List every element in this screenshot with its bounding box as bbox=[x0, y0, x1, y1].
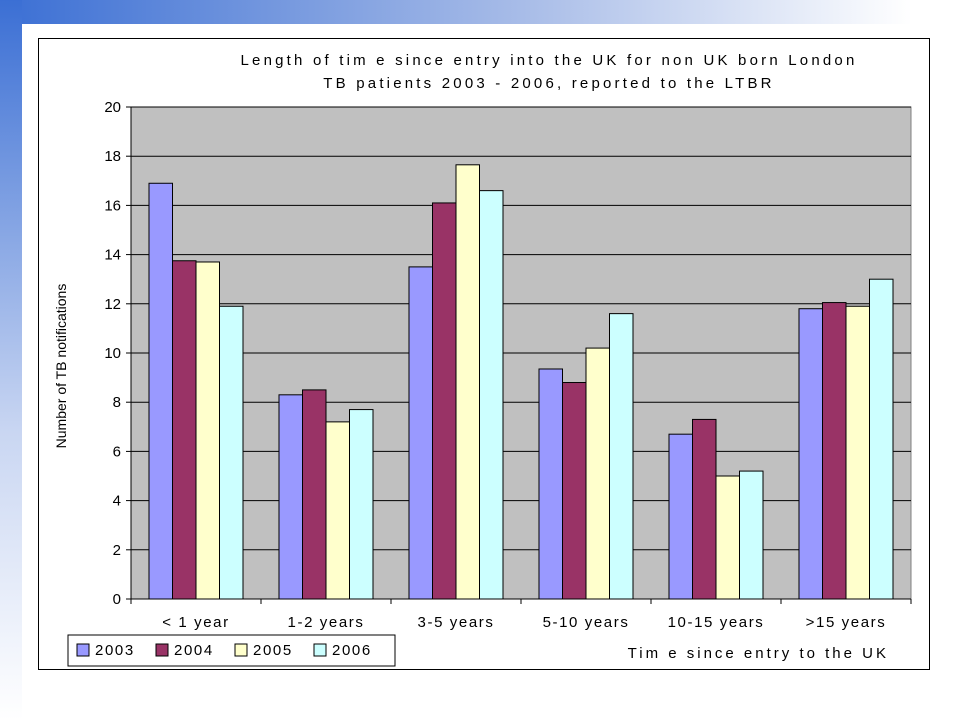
bar-2004-0 bbox=[172, 260, 197, 600]
x-category-label: < 1 year bbox=[162, 614, 229, 631]
legend-swatch-2005 bbox=[234, 643, 248, 657]
y-tick-label: 0 bbox=[113, 591, 121, 608]
y-tick-label: 14 bbox=[104, 247, 121, 264]
axes bbox=[126, 106, 912, 604]
bar-2006-2 bbox=[479, 190, 504, 600]
y-tick-label: 2 bbox=[113, 542, 121, 559]
bar-2004-1 bbox=[302, 389, 327, 600]
bar-2005-0 bbox=[195, 261, 220, 600]
bar-chart: Length of tim e since entry into the UK … bbox=[53, 52, 912, 667]
legend-swatch-2006 bbox=[313, 643, 327, 657]
bar-2004-2 bbox=[432, 202, 457, 600]
legend: 2003 2004 2005 2006 bbox=[67, 634, 396, 667]
y-tick-label: 18 bbox=[104, 148, 121, 165]
bar-2004-4 bbox=[692, 418, 717, 600]
x-category-labels: < 1 year 1-2 years 3-5 years 5-10 years 10-1… bbox=[162, 614, 887, 631]
y-tick-label: 4 bbox=[113, 493, 121, 510]
bar-2006-1 bbox=[349, 409, 374, 600]
gridlines bbox=[131, 106, 911, 551]
bar-2004-5 bbox=[822, 302, 847, 600]
x-category-label: 5-10 years bbox=[543, 614, 630, 631]
x-category-label: 1-2 years bbox=[288, 614, 365, 631]
bar-2006-0 bbox=[219, 305, 244, 600]
bar-2003-0 bbox=[148, 182, 173, 600]
x-category-label: 3-5 years bbox=[418, 614, 495, 631]
slide-side-bar bbox=[0, 0, 22, 720]
chart-title-line-2: TB patients 2003 - 2006, reported to the… bbox=[323, 75, 774, 92]
bar-2003-5 bbox=[798, 308, 823, 600]
bar-2005-2 bbox=[455, 164, 480, 600]
legend-box bbox=[67, 634, 396, 667]
bar-2005-1 bbox=[325, 421, 350, 600]
bar-2005-3 bbox=[585, 347, 610, 600]
bar-2006-4 bbox=[739, 470, 764, 600]
y-tick-label: 10 bbox=[104, 345, 121, 362]
legend-label-2006: 2006 bbox=[332, 642, 372, 659]
bar-2003-2 bbox=[408, 266, 433, 600]
bar-2005-5 bbox=[845, 305, 870, 600]
y-tick-label: 8 bbox=[113, 394, 121, 411]
y-tick-label: 20 bbox=[104, 99, 121, 116]
chart-container: Length of tim e since entry into the UK … bbox=[38, 38, 930, 670]
legend-label-2005: 2005 bbox=[253, 642, 293, 659]
chart-title-line-1: Length of tim e since entry into the UK … bbox=[241, 52, 858, 69]
bar-2005-4 bbox=[715, 475, 740, 600]
y-tick-label: 12 bbox=[104, 296, 121, 313]
x-category-label: >15 years bbox=[806, 614, 887, 631]
bar-2003-4 bbox=[668, 433, 693, 600]
y-tick-label: 6 bbox=[113, 443, 121, 460]
bar-2006-5 bbox=[869, 278, 894, 600]
y-tick-labels: 0 2 4 6 8 10 12 14 16 18 20 bbox=[104, 99, 121, 608]
legend-label-2003: 2003 bbox=[95, 642, 135, 659]
bar-2004-3 bbox=[562, 382, 587, 600]
slide-top-bar bbox=[0, 0, 960, 24]
legend-swatch-2004 bbox=[155, 643, 169, 657]
bar-2003-3 bbox=[538, 368, 563, 600]
bars-group bbox=[148, 164, 894, 600]
bar-2006-3 bbox=[609, 313, 634, 600]
legend-items: 2003 2004 2005 2006 bbox=[76, 642, 372, 659]
bar-2003-1 bbox=[278, 394, 303, 600]
x-axis-title: Tim e since entry to the UK bbox=[628, 645, 889, 662]
x-category-label: 10-15 years bbox=[668, 614, 765, 631]
legend-swatch-2003 bbox=[76, 643, 90, 657]
y-tick-label: 16 bbox=[104, 197, 121, 214]
legend-label-2004: 2004 bbox=[174, 642, 214, 659]
y-axis-title: Number of TB notifications bbox=[53, 284, 69, 449]
